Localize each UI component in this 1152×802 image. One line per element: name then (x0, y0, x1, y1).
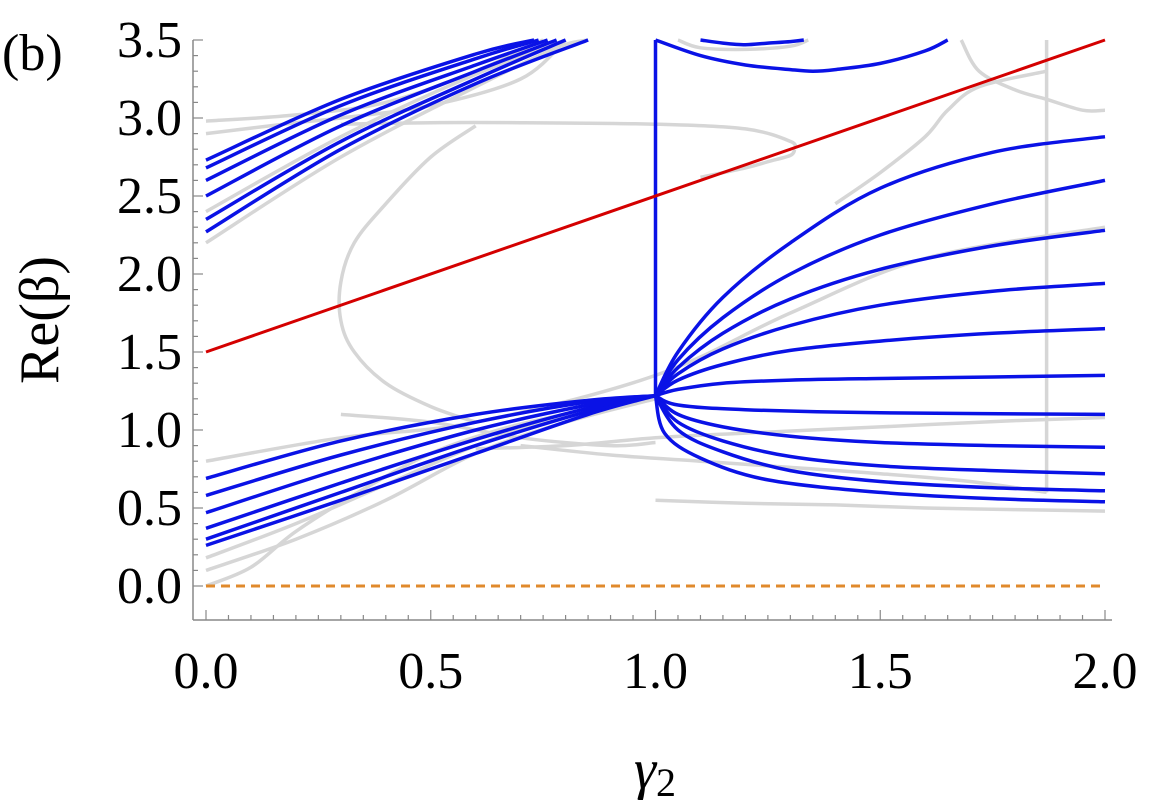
blue-series-line (653, 394, 1106, 493)
x-tick-label: 1.5 (848, 643, 913, 700)
y-tick-label: 2.5 (117, 168, 182, 225)
x-tick-label: 2.0 (1073, 643, 1138, 700)
gray-series-line (834, 69, 1047, 206)
blue-series-line (205, 38, 558, 198)
blue-series-line (205, 393, 656, 515)
blue-series-line (654, 394, 1106, 449)
blue-series-line (653, 178, 1106, 397)
gray-series-line (959, 39, 1106, 113)
y-tick-label: 2.0 (117, 246, 182, 303)
blue-series-line (205, 393, 656, 481)
gray-series-line (655, 498, 1106, 513)
blue-series-line (205, 38, 535, 162)
ticks (193, 39, 1106, 620)
x-axis-label-main: γ (634, 739, 658, 801)
x-tick-label: 1.0 (623, 643, 688, 700)
y-axis-label: Re(β) (9, 256, 71, 384)
blue-series-line (654, 394, 1106, 476)
panel-label: (b) (2, 25, 63, 82)
blue-series-line (654, 373, 1106, 398)
x-tick-label: 0.5 (398, 643, 463, 700)
y-tick-label: 3.5 (117, 12, 182, 69)
blue-series-line (205, 393, 656, 530)
blue-series-line (654, 228, 1106, 397)
gray-series-line (205, 397, 656, 573)
gray-series-line (520, 443, 1047, 495)
blue-series-line (654, 38, 949, 73)
red-series-line (205, 38, 1106, 354)
x-tick-label: 0.0 (174, 643, 239, 700)
blue-series-line (654, 326, 1106, 398)
blue-series-line (205, 393, 656, 541)
blue-series-line (654, 394, 1106, 417)
plot-curves (205, 38, 1106, 588)
blue-series-line (653, 395, 1106, 504)
axes (192, 40, 1112, 621)
blue-series-line (205, 38, 567, 221)
y-tick-label: 1.0 (117, 402, 182, 459)
y-tick-label: 1.5 (117, 324, 182, 381)
y-tick-label: 0.5 (117, 480, 182, 537)
y-tick-label: 3.0 (117, 90, 182, 147)
y-tick-label: 0.0 (117, 558, 182, 615)
blue-series-line (205, 394, 656, 548)
blue-series-line (205, 38, 540, 170)
gray-series-line (340, 120, 798, 151)
blue-series-line (653, 134, 1106, 397)
gray-series-line (677, 38, 809, 52)
gray-series-line (205, 397, 656, 588)
blue-series-line (205, 38, 549, 182)
x-axis-label-sub: 2 (656, 760, 676, 802)
x-axis-label: γ2 (634, 739, 676, 802)
tick-labels: 0.0 0.5 1.0 1.5 2.0 2.5 3.0 3.5 0.0 0.5 1.0 1.5 2.0 (117, 12, 1138, 700)
gray-series-line (337, 124, 477, 424)
blue-series-line (205, 38, 589, 234)
blue-series-line (700, 38, 805, 47)
blue-series-line (654, 281, 1106, 397)
